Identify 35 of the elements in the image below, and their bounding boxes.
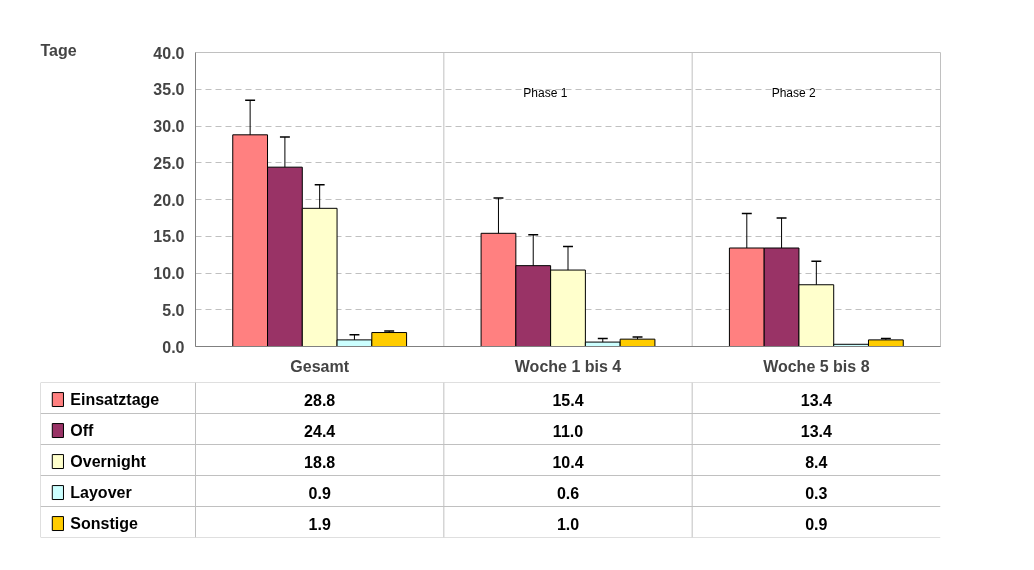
y-tick-label: 30.0 xyxy=(153,118,185,135)
annotation: Phase 2 xyxy=(771,85,816,100)
y-tick-label: 35.0 xyxy=(153,81,185,99)
x-tick-label: Woche 1 bis 4 xyxy=(514,357,622,375)
legend-label: Off xyxy=(70,422,95,440)
y-tick-label: 20.0 xyxy=(153,191,185,209)
annotation: Phase 1 xyxy=(523,85,568,100)
data-label: 8.4 xyxy=(805,453,828,471)
data-label: 0.9 xyxy=(805,515,828,533)
legend-label: Overnight xyxy=(70,453,147,471)
data-label: 11.0 xyxy=(552,422,584,440)
y-tick-label: 5.0 xyxy=(162,301,185,319)
data-label: 1.0 xyxy=(556,515,580,533)
data-label: 0.3 xyxy=(805,484,828,502)
data-label: 15.4 xyxy=(552,391,584,409)
data-label: 28.8 xyxy=(304,391,336,409)
y-tick-label: 0.0 xyxy=(162,338,185,356)
legend-label: Sonstige xyxy=(70,515,138,533)
x-tick-label: Gesamt xyxy=(290,357,350,375)
y-tick-label: 40.0 xyxy=(153,44,185,62)
data-label: 0.6 xyxy=(556,484,580,502)
data-label: 13.4 xyxy=(800,391,833,409)
legend-label: Layover xyxy=(70,484,132,502)
data-label: 24.4 xyxy=(304,422,336,440)
data-label: 18.8 xyxy=(304,453,336,471)
y-tick-label: 25.0 xyxy=(153,154,185,172)
data-label: 13.4 xyxy=(800,422,833,440)
y-tick-label: 10.0 xyxy=(153,265,185,282)
y-axis-title: Tage xyxy=(40,41,77,59)
data-label: 0.9 xyxy=(308,484,331,502)
legend-label: Einsatztage xyxy=(70,391,160,409)
data-label: 1.9 xyxy=(308,515,331,533)
y-tick-label: 15.0 xyxy=(153,228,185,246)
data-label: 10.4 xyxy=(552,453,584,471)
x-tick-label: Woche 5 bis 8 xyxy=(763,357,870,375)
